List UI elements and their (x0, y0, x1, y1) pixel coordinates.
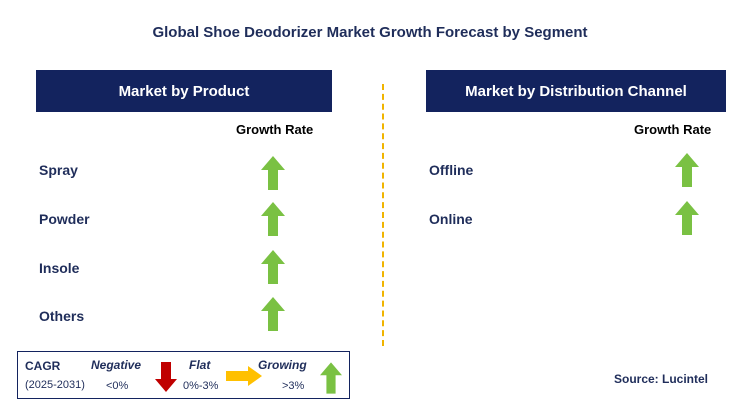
legend-negative-range: <0% (106, 380, 129, 392)
legend-period: (2025-2031) (25, 379, 85, 391)
legend-flat-range: 0%-3% (183, 380, 219, 392)
up-arrow-icon (261, 250, 285, 284)
legend-flat-label: Flat (189, 358, 211, 372)
product-growth-rate-header: Growth Rate (236, 122, 314, 137)
product-row-label-powder: Powder (39, 211, 90, 227)
legend-growing-label: Growing (258, 358, 307, 372)
panel-divider (382, 84, 384, 346)
up-arrow-icon (261, 156, 285, 190)
product-row-label-others: Others (39, 308, 85, 324)
up-arrow-icon (261, 202, 285, 236)
product-panel-title: Market by Product (118, 82, 250, 100)
right-arrow-icon (226, 366, 262, 386)
page-title: Global Shoe Deodorizer Market Growth For… (152, 24, 588, 41)
product-row-label-insole: Insole (39, 260, 80, 276)
up-arrow-icon (320, 362, 342, 394)
distribution-panel-title: Market by Distribution Channel (465, 82, 687, 100)
source-note: Source: Lucintel (614, 372, 709, 386)
distribution-row-label-online: Online (429, 211, 473, 227)
down-arrow-icon (155, 362, 177, 392)
cagr-legend: CAGR (2025-2031) Negative <0% Flat 0%-3%… (17, 351, 350, 399)
legend-cagr-label: CAGR (25, 359, 61, 373)
distribution-growth-rate-header: Growth Rate (634, 122, 712, 137)
legend-negative-label: Negative (91, 358, 142, 372)
up-arrow-icon (261, 297, 285, 331)
legend-growing-range: >3% (282, 380, 305, 392)
product-row-label-spray: Spray (39, 162, 78, 178)
up-arrow-icon (675, 153, 699, 187)
distribution-row-label-offline: Offline (429, 162, 474, 178)
distribution-panel-header: Market by Distribution Channel (426, 70, 726, 112)
up-arrow-icon (675, 201, 699, 235)
product-panel-header: Market by Product (36, 70, 332, 112)
